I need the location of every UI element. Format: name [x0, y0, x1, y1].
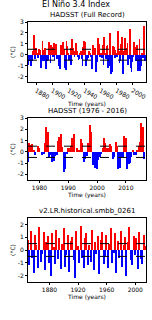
- svg-text:1900: 1900: [50, 87, 67, 101]
- svg-text:-2: -2: [18, 73, 24, 80]
- svg-text:-1: -1: [18, 259, 24, 266]
- svg-text:(°C): (°C): [9, 244, 16, 256]
- svg-text:0: 0: [20, 51, 24, 58]
- svg-text:1980: 1980: [32, 184, 47, 191]
- svg-text:1980: 1980: [114, 87, 131, 101]
- svg-text:3: 3: [20, 18, 24, 25]
- svg-text:Time (years): Time (years): [67, 293, 106, 301]
- svg-text:HADSST (1976 - 2016): HADSST (1976 - 2016): [48, 107, 127, 115]
- svg-text:Time (years): Time (years): [67, 100, 106, 108]
- svg-text:Time (years): Time (years): [67, 191, 106, 199]
- svg-text:2010: 2010: [118, 184, 133, 191]
- svg-text:-2: -2: [18, 170, 24, 177]
- svg-text:1960: 1960: [98, 87, 115, 101]
- svg-text:2: 2: [20, 29, 24, 36]
- svg-text:1920: 1920: [66, 87, 83, 101]
- svg-text:El Niño 3.4 Index: El Niño 3.4 Index: [42, 0, 110, 9]
- svg-text:0: 0: [20, 246, 24, 253]
- svg-text:1880: 1880: [34, 87, 51, 101]
- svg-text:-1: -1: [18, 159, 24, 166]
- svg-text:1960: 1960: [99, 286, 114, 293]
- svg-text:1880: 1880: [42, 286, 57, 293]
- svg-text:v2.LR.historical.smbb_0261: v2.LR.historical.smbb_0261: [39, 207, 135, 215]
- svg-text:1940: 1940: [82, 87, 99, 101]
- svg-text:(°C): (°C): [9, 143, 16, 155]
- svg-text:(°C): (°C): [9, 46, 16, 58]
- svg-text:1990: 1990: [61, 184, 76, 191]
- svg-text:1: 1: [20, 137, 24, 144]
- svg-text:1920: 1920: [70, 286, 85, 293]
- svg-text:2: 2: [20, 125, 24, 132]
- svg-text:2000: 2000: [89, 184, 104, 191]
- svg-text:1: 1: [20, 40, 24, 47]
- svg-text:2: 2: [20, 221, 24, 228]
- svg-text:HADSST (Full Record): HADSST (Full Record): [50, 11, 125, 19]
- svg-text:0: 0: [20, 148, 24, 155]
- svg-text:-2: -2: [18, 272, 24, 279]
- svg-text:-1: -1: [18, 62, 24, 69]
- svg-text:1: 1: [20, 233, 24, 240]
- svg-text:3: 3: [20, 114, 24, 121]
- svg-text:2000: 2000: [128, 286, 143, 293]
- svg-text:2000: 2000: [130, 87, 147, 101]
